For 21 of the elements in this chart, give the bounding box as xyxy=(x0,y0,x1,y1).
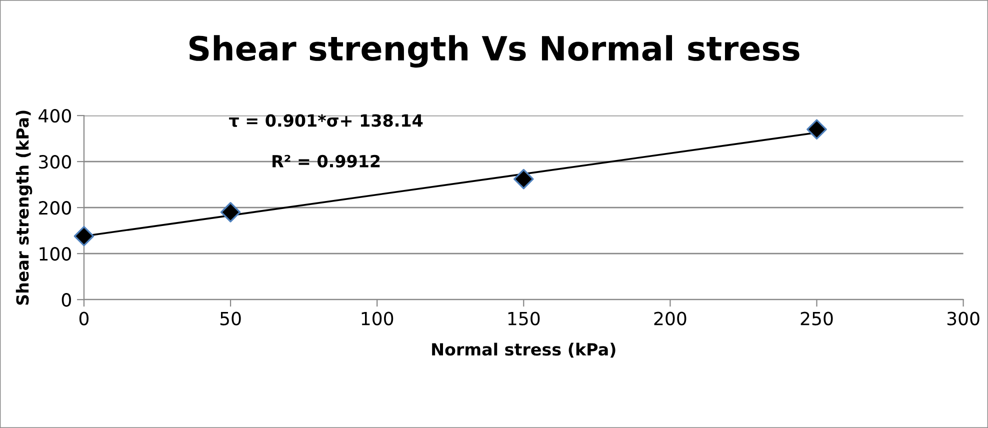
point xyxy=(513,168,534,190)
point xyxy=(220,202,241,222)
x-tick-label: 200 xyxy=(654,312,686,326)
y-tick-label: 200 xyxy=(39,201,71,215)
y-tick-label: 100 xyxy=(40,247,71,261)
annotation: τ = 0.901*σ+ 138.14 xyxy=(229,114,423,127)
point xyxy=(74,226,94,246)
y-tick-label: 400 xyxy=(38,109,71,123)
x-tick-label: 300 xyxy=(947,312,980,326)
x-tick-label: 50 xyxy=(220,312,241,326)
y-tick-label: 0 xyxy=(62,293,71,307)
point xyxy=(806,119,827,140)
x-tick-label: 0 xyxy=(79,312,89,326)
y-tick-label: 300 xyxy=(39,155,71,169)
x-axis-title: Normal stress (kPa) xyxy=(432,342,616,358)
x-tick-label: 150 xyxy=(508,312,540,326)
x-tick-label: 100 xyxy=(362,312,394,326)
annotation: R² = 0.9912 xyxy=(272,154,380,168)
chart-title: Shear strength Vs Normal stress xyxy=(190,35,800,68)
y-axis-title: Shear strength (kPa) xyxy=(16,110,32,305)
x-tick-label: 250 xyxy=(800,312,833,326)
